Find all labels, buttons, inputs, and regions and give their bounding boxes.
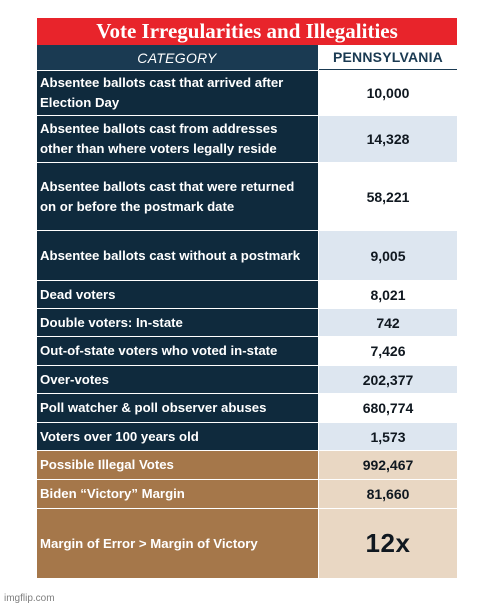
table-row: Out-of-state voters who voted in-state 7… — [37, 337, 457, 366]
table-row: Double voters: In-state 742 — [37, 309, 457, 337]
table-row: Voters over 100 years old 1,573 — [37, 423, 457, 451]
summary-label: Biden “Victory” Margin — [37, 480, 319, 508]
row-value: 58,221 — [319, 163, 457, 230]
row-value: 10,000 — [319, 71, 457, 115]
row-label: Dead voters — [37, 281, 319, 308]
state-header: PENNSYLVANIA — [319, 45, 457, 70]
summary-value: 12x — [319, 509, 457, 578]
table-row: Absentee ballots cast without a postmark… — [37, 231, 457, 281]
summary-label: Possible Illegal Votes — [37, 451, 319, 479]
row-label: Voters over 100 years old — [37, 423, 319, 450]
row-label: Absentee ballots cast from addresses oth… — [37, 116, 319, 162]
row-label: Absentee ballots cast that were returned… — [37, 163, 319, 230]
row-label: Absentee ballots cast without a postmark — [37, 231, 319, 280]
table-title: Vote Irregularities and Illegalities — [37, 18, 457, 45]
table-row: Absentee ballots cast that were returned… — [37, 163, 457, 231]
table-row: Poll watcher & poll observer abuses 680,… — [37, 394, 457, 423]
row-value: 1,573 — [319, 423, 457, 450]
irregularities-table: Vote Irregularities and Illegalities CAT… — [37, 18, 457, 578]
header-row: CATEGORY PENNSYLVANIA — [37, 45, 457, 71]
row-value: 14,328 — [319, 116, 457, 162]
row-value: 7,426 — [319, 337, 457, 365]
category-header: CATEGORY — [37, 45, 319, 70]
table-row: Over-votes 202,377 — [37, 366, 457, 394]
victory-margin-row: Biden “Victory” Margin 81,660 — [37, 480, 457, 509]
row-value: 680,774 — [319, 394, 457, 422]
summary-value: 992,467 — [319, 451, 457, 479]
table-row: Dead voters 8,021 — [37, 281, 457, 309]
watermark: imgflip.com — [4, 593, 55, 604]
possible-illegal-votes-row: Possible Illegal Votes 992,467 — [37, 451, 457, 480]
summary-label: Margin of Error > Margin of Victory — [37, 509, 319, 578]
row-label: Double voters: In-state — [37, 309, 319, 336]
row-label: Poll watcher & poll observer abuses — [37, 394, 319, 422]
table-row: Absentee ballots cast from addresses oth… — [37, 116, 457, 163]
row-value: 202,377 — [319, 366, 457, 393]
row-label: Absentee ballots cast that arrived after… — [37, 71, 319, 115]
row-value: 9,005 — [319, 231, 457, 280]
summary-value: 81,660 — [319, 480, 457, 508]
row-value: 742 — [319, 309, 457, 336]
row-label: Over-votes — [37, 366, 319, 393]
row-label: Out-of-state voters who voted in-state — [37, 337, 319, 365]
table-row: Absentee ballots cast that arrived after… — [37, 71, 457, 116]
margin-of-error-row: Margin of Error > Margin of Victory 12x — [37, 509, 457, 578]
row-value: 8,021 — [319, 281, 457, 308]
